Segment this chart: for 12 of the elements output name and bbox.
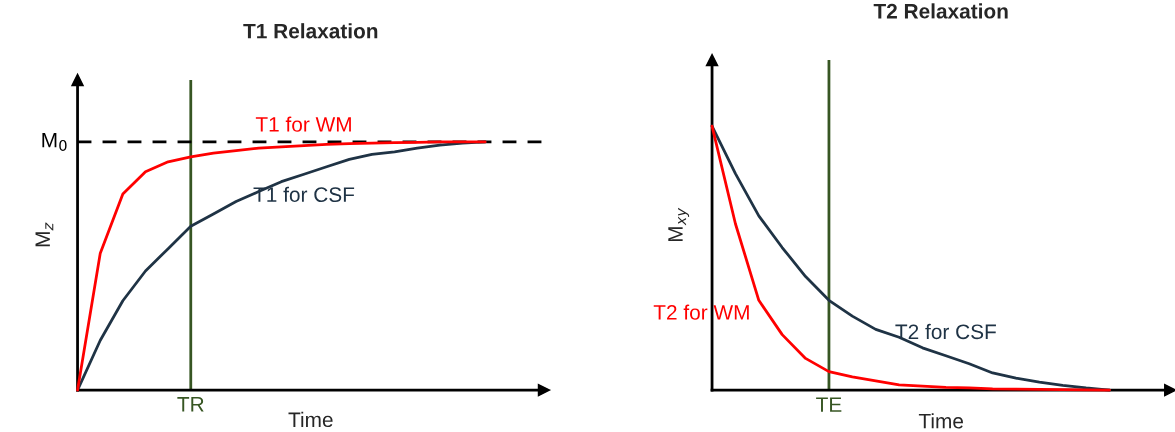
text: TR xyxy=(177,397,204,412)
chart-title: T2 Relaxation xyxy=(873,3,1008,19)
y-axis-title: M$_{xy}$ xyxy=(668,207,690,242)
x-axis-title: Time xyxy=(288,411,333,428)
series-label: T1 for WM xyxy=(255,116,351,132)
series-label: T2 for WM xyxy=(653,304,749,320)
text: TE xyxy=(816,397,842,412)
x-axis-title: Time xyxy=(918,413,964,429)
ref-line-label: M$_{0}$ xyxy=(42,132,67,151)
y-axis-title: M$_{z}$ xyxy=(35,222,54,247)
chart-title: T1 Relaxation xyxy=(243,23,378,39)
series-label: T2 for CSF xyxy=(895,323,996,340)
